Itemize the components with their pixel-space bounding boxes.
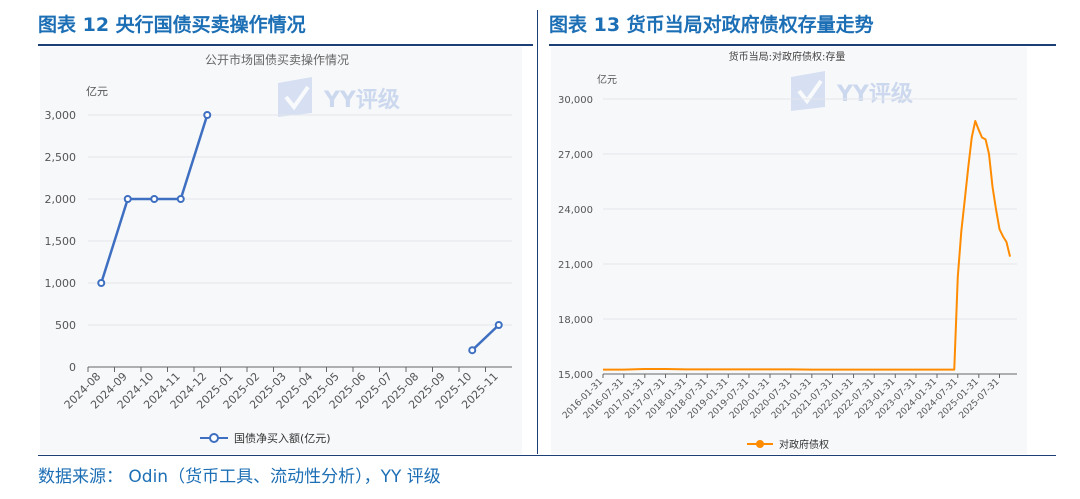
legend-label: 国债净买入额(亿元) xyxy=(234,431,331,445)
y-tick-label: 24,000 xyxy=(558,205,593,216)
y-tick-label: 2,500 xyxy=(45,151,77,164)
chart-title: 公开市场国债买卖操作情况 xyxy=(205,52,349,67)
y-tick-label: 2,000 xyxy=(45,193,77,206)
watermark-check-icon xyxy=(797,79,823,105)
panel-divider xyxy=(537,10,538,454)
right-chart-panel: 货币当局:对政府债权:存量亿元 YY评级 30,000 27,000 24,000 21,… xyxy=(551,47,1027,454)
chart-title: 货币当局:对政府债权:存量 xyxy=(729,50,846,63)
y-tick-label: 500 xyxy=(55,319,76,332)
y-tick-label: 1,000 xyxy=(45,277,77,290)
left-chart-panel: 公开市场国债买卖操作情况亿元 YY评级 3,000 2,500 2,000 1,500 1,… xyxy=(40,47,522,454)
y-axis-unit: 亿元 xyxy=(86,85,108,98)
footer-rule xyxy=(38,455,1056,456)
data-point xyxy=(97,279,106,287)
legend-label: 对政府债权 xyxy=(779,438,829,451)
y-tick-label: 21,000 xyxy=(558,260,593,271)
y-tick-label: 18,000 xyxy=(558,315,593,326)
y-tick-label: 3,000 xyxy=(45,109,77,122)
y-tick-label: 0 xyxy=(69,361,76,374)
watermark-text: YY评级 xyxy=(836,81,913,107)
source-note: 数据来源： Odin（货币工具、流动性分析），YY 评级 xyxy=(38,467,441,487)
data-point xyxy=(494,321,503,329)
left-title-rule xyxy=(38,44,533,46)
watermark-logo: YY评级 xyxy=(791,71,913,111)
y-tick-label: 1,500 xyxy=(45,235,77,248)
data-point xyxy=(176,195,185,203)
watermark-text: YY评级 xyxy=(323,87,400,113)
legend-marker xyxy=(209,433,219,443)
right-title-rule xyxy=(549,44,1056,46)
y-axis-unit: 亿元 xyxy=(597,73,617,86)
y-tick-label: 27,000 xyxy=(558,150,593,161)
watermark-check-icon xyxy=(284,85,310,111)
y-tick-label: 30,000 xyxy=(558,95,593,106)
watermark-logo: YY评级 xyxy=(278,77,400,117)
left-figure-title: 图表 12 央行国债买卖操作情况 xyxy=(38,14,306,36)
data-point xyxy=(468,346,477,355)
series-line xyxy=(603,120,1011,371)
data-point xyxy=(203,111,212,119)
data-point xyxy=(150,195,159,203)
data-point xyxy=(123,195,132,203)
watermark-logo-mark xyxy=(278,77,312,117)
right-figure-title: 图表 13 货币当局对政府债权存量走势 xyxy=(549,14,874,36)
legend-marker xyxy=(756,440,764,448)
watermark-logo-mark xyxy=(791,71,825,111)
series-line xyxy=(471,324,500,352)
y-tick-label: 15,000 xyxy=(558,370,593,381)
